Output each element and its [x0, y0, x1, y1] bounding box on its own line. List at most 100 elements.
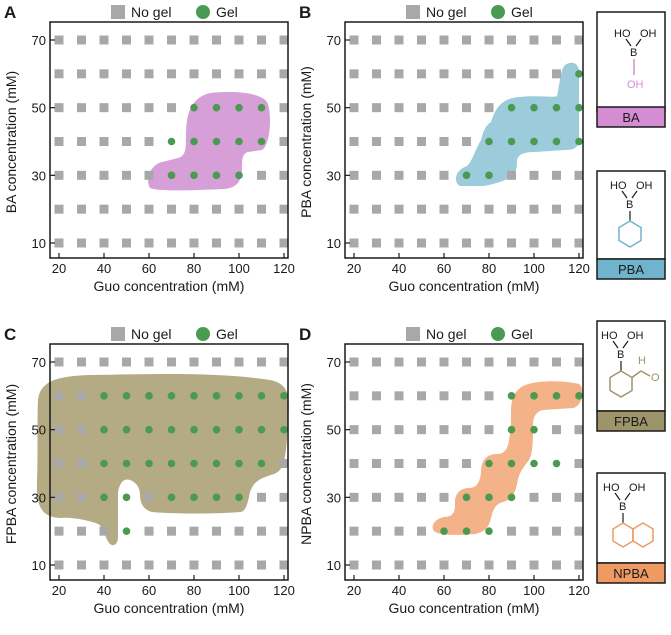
y-axis-title: FPBA concentration (mM)	[3, 384, 19, 544]
panel-letter: A	[4, 3, 16, 22]
y-tick-label: 10	[327, 236, 341, 251]
npba-bond-2	[624, 492, 631, 501]
structure-fpba: HO OH B H O FPBA	[596, 320, 666, 432]
no-gel-point	[144, 103, 154, 113]
gel-point	[235, 493, 243, 502]
no-gel-point	[144, 137, 154, 146]
panel-a: A No gel Gel 20 40 60 80 100 120 10 30 50 70 Guo conc…	[3, 3, 295, 294]
no-gel-point	[54, 69, 64, 79]
no-gel-point	[574, 526, 584, 536]
no-gel-point	[417, 357, 426, 367]
no-gel-point	[552, 170, 561, 180]
no-gel-point	[529, 35, 539, 45]
fpba-label: FPBA	[614, 414, 648, 429]
gel-point	[485, 493, 493, 502]
gel-point	[167, 392, 176, 400]
gel-point	[122, 425, 131, 434]
no-gel-point	[349, 170, 359, 180]
npba-oh-text: OH	[629, 482, 646, 494]
x-tick-label: 40	[97, 583, 111, 598]
legend-no-gel-marker	[406, 5, 420, 19]
gel-point	[507, 459, 516, 468]
no-gel-point	[507, 238, 516, 248]
gel-point	[485, 459, 493, 468]
no-gel-point	[574, 204, 584, 214]
no-gel-point	[394, 238, 404, 248]
gel-point	[507, 392, 516, 400]
gel-point	[235, 425, 243, 434]
npba-ho-text: HO	[603, 482, 620, 494]
x-tick-label: 100	[523, 261, 545, 276]
no-gel-point	[189, 560, 199, 570]
legend-gel-label: Gel	[216, 326, 238, 342]
no-gel-point	[144, 69, 154, 79]
y-tick-label: 30	[327, 168, 341, 183]
no-gel-point	[167, 526, 176, 536]
no-gel-point	[167, 69, 176, 79]
no-gel-point	[529, 492, 539, 502]
y-axis-title: BA concentration (mM)	[3, 71, 19, 213]
gel-point	[552, 459, 561, 468]
no-gel-point	[279, 459, 289, 468]
no-gel-point	[77, 425, 86, 435]
gel-point	[190, 392, 198, 400]
pba-bond-1	[621, 190, 628, 199]
x-tick-label: 20	[52, 583, 66, 598]
no-gel-point	[552, 238, 561, 248]
no-gel-point	[279, 560, 289, 570]
no-gel-point	[417, 459, 426, 468]
no-gel-point	[507, 69, 516, 79]
no-gel-point	[349, 35, 359, 45]
no-gel-point	[484, 238, 494, 248]
no-gel-point	[417, 391, 426, 401]
no-gel-point	[574, 492, 584, 502]
no-gel-point	[349, 69, 359, 79]
y-tick-label: 50	[32, 101, 46, 116]
no-gel-point	[234, 238, 244, 248]
no-gel-point	[439, 204, 449, 214]
x-tick-label: 80	[187, 583, 201, 598]
gel-point	[212, 137, 221, 146]
no-gel-point	[394, 103, 404, 113]
no-gel-point	[54, 170, 64, 180]
x-tick-label: 60	[142, 261, 156, 276]
no-gel-point	[507, 170, 516, 180]
y-tick-label: 10	[32, 558, 46, 573]
fpba-bond-1	[612, 340, 619, 349]
no-gel-point	[372, 103, 381, 113]
gel-point	[235, 137, 243, 146]
no-gel-point	[234, 35, 244, 45]
no-gel-point	[257, 238, 266, 248]
no-gel-point	[462, 137, 471, 146]
no-gel-point	[529, 69, 539, 79]
no-gel-point	[484, 35, 494, 45]
no-gel-point	[462, 391, 471, 401]
gel-point	[122, 527, 131, 535]
no-gel-point	[54, 391, 64, 401]
no-gel-point	[212, 204, 221, 214]
ba-bond-1	[625, 38, 632, 47]
no-gel-point	[439, 170, 449, 180]
no-gel-point	[484, 425, 494, 435]
no-gel-point	[99, 526, 109, 536]
no-gel-point	[349, 459, 359, 468]
no-gel-point	[529, 204, 539, 214]
y-tick-label: 30	[32, 490, 46, 505]
no-gel-point	[99, 238, 109, 248]
no-gel-point	[54, 357, 64, 367]
gel-point	[167, 459, 176, 468]
structure-ba: HO OH B OH BA	[596, 11, 666, 128]
no-gel-point	[552, 204, 561, 214]
y-tick-label: 30	[327, 490, 341, 505]
no-gel-point	[212, 238, 221, 248]
no-gel-point	[372, 69, 381, 79]
gel-point	[100, 392, 108, 400]
no-gel-point	[279, 357, 289, 367]
no-gel-point	[167, 35, 176, 45]
no-gel-point	[279, 204, 289, 214]
gel-point	[552, 392, 561, 400]
legend-gel-marker	[196, 5, 210, 19]
no-gel-point	[574, 238, 584, 248]
x-tick-label: 40	[97, 261, 111, 276]
no-gel-point	[417, 170, 426, 180]
